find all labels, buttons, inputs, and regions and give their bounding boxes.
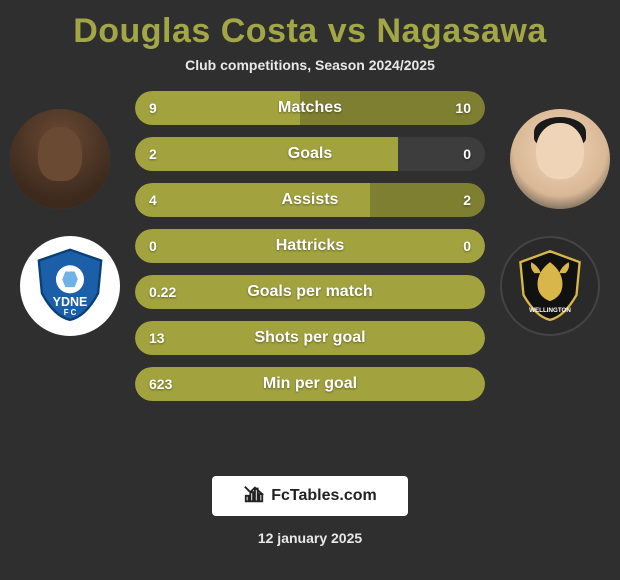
svg-text:F C: F C (64, 308, 77, 317)
date-text: 12 january 2025 (0, 530, 620, 546)
stat-label: Assists (135, 183, 485, 217)
stat-label: Goals per match (135, 275, 485, 309)
player1-name: Douglas Costa (73, 12, 318, 50)
stat-row: 0.22Goals per match (135, 275, 485, 309)
stat-label: Min per goal (135, 367, 485, 401)
stat-row: 13Shots per goal (135, 321, 485, 355)
stat-row: 910Matches (135, 91, 485, 125)
stat-label: Goals (135, 137, 485, 171)
stat-label: Shots per goal (135, 321, 485, 355)
player1-face-icon (10, 109, 110, 209)
vs-text: vs (328, 12, 367, 50)
branding-text: FcTables.com (271, 487, 377, 505)
stat-label: Hattricks (135, 229, 485, 263)
stat-row: 00Hattricks (135, 229, 485, 263)
player1-avatar (10, 109, 110, 209)
stat-rows: 910Matches 20Goals 42Assists 00Hattricks 0.2… (135, 91, 485, 413)
player2-name: Nagasawa (376, 12, 546, 50)
svg-text:WELLINGTON: WELLINGTON (529, 307, 571, 314)
player2-face-icon (510, 109, 610, 209)
player2-avatar (510, 109, 610, 209)
branding-badge: FcTables.com (212, 476, 408, 516)
subtitle: Club competitions, Season 2024/2025 (0, 57, 620, 73)
comparison-title: Douglas Costa vs Nagasawa (0, 0, 620, 51)
stat-row: 42Assists (135, 183, 485, 217)
player1-club-badge: YDNE F C (20, 236, 120, 336)
stat-label: Matches (135, 91, 485, 125)
wellington-phoenix-badge-icon: WELLINGTON (511, 245, 589, 328)
svg-text:YDNE: YDNE (53, 294, 88, 308)
sydney-fc-badge-icon: YDNE F C (31, 245, 109, 328)
player2-club-badge: WELLINGTON (500, 236, 600, 336)
comparison-content: YDNE F C WELLINGTON 910Matches 20Goals 42A… (0, 91, 620, 521)
chart-icon (243, 483, 265, 510)
stat-row: 20Goals (135, 137, 485, 171)
stat-row: 623Min per goal (135, 367, 485, 401)
